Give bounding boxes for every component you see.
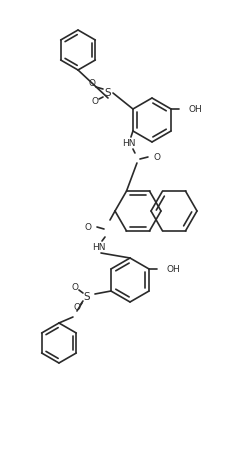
Text: O: O	[84, 222, 91, 232]
Text: O: O	[91, 97, 99, 107]
Text: O: O	[88, 80, 95, 88]
Text: OH: OH	[166, 264, 180, 273]
Text: S: S	[105, 88, 111, 98]
Text: S: S	[84, 292, 90, 302]
Text: O: O	[154, 153, 161, 161]
Text: HN: HN	[92, 242, 106, 251]
Text: O: O	[73, 302, 80, 312]
Text: HN: HN	[122, 139, 136, 147]
Text: O: O	[71, 283, 78, 292]
Text: OH: OH	[188, 104, 202, 114]
